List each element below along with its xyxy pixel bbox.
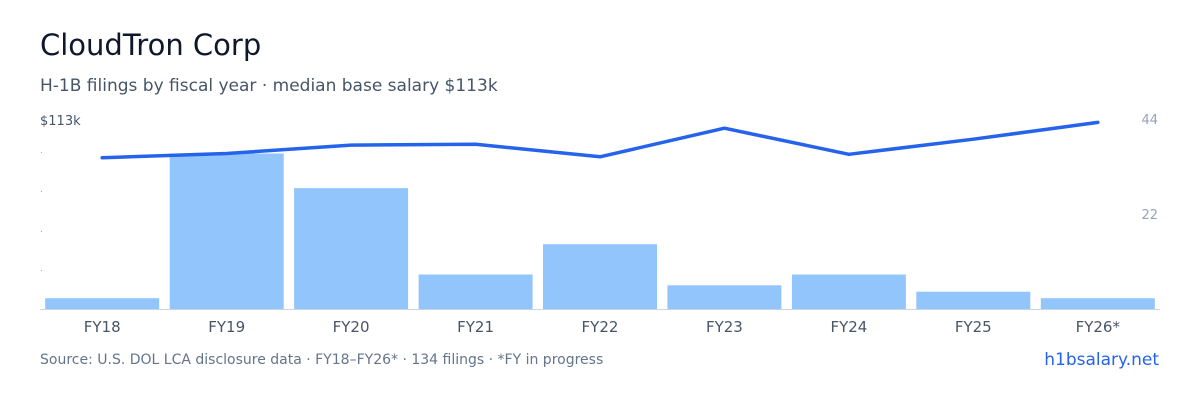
left-axis-minor-tick: .	[40, 146, 43, 156]
x-tick-label: FY24	[830, 318, 867, 336]
bar-fy22	[543, 244, 657, 309]
bar-fy19	[169, 153, 284, 309]
bar-fy25	[916, 291, 1031, 309]
left-axis-minor-tick: .	[40, 185, 43, 195]
bar-fy21	[418, 274, 533, 309]
bar-fy23	[667, 285, 782, 310]
bar-fy18	[45, 298, 160, 309]
bar-fy20	[294, 188, 409, 309]
right-axis: 44 22	[1141, 113, 1158, 223]
left-axis-minor-tick: .	[40, 225, 43, 235]
x-tick-label: FY18	[84, 318, 121, 336]
x-tick-label: FY22	[582, 318, 619, 336]
bar-fy26-star	[1040, 298, 1155, 309]
x-tick-label: FY21	[457, 318, 494, 336]
salary-line	[100, 120, 1100, 160]
left-axis: $113k . . . .	[40, 114, 81, 274]
chart-subtitle: H-1B filings by fiscal year · median bas…	[40, 76, 498, 96]
x-axis-ticks: FY18 FY19 FY20 FY21 FY22 FY23 FY24 FY25 FY26*	[84, 318, 1121, 336]
x-tick-label: FY23	[706, 318, 743, 336]
left-axis-minor-tick: .	[40, 264, 43, 274]
x-tick-label: FY19	[208, 318, 245, 336]
right-axis-tick-label: 44	[1141, 113, 1158, 128]
x-tick-label: FY25	[955, 318, 992, 336]
bar-fy24	[791, 274, 906, 309]
brand-link[interactable]: h1bsalary.net	[1044, 350, 1159, 370]
x-tick-label: FY26*	[1076, 318, 1121, 336]
x-tick-label: FY20	[333, 318, 370, 336]
chart-title: CloudTron Corp	[40, 28, 262, 62]
left-axis-top-label: $113k	[40, 114, 81, 129]
bar-series	[45, 153, 1155, 310]
footer-source: Source: U.S. DOL LCA disclosure data · F…	[40, 352, 604, 368]
right-axis-tick-label: 22	[1141, 208, 1158, 223]
